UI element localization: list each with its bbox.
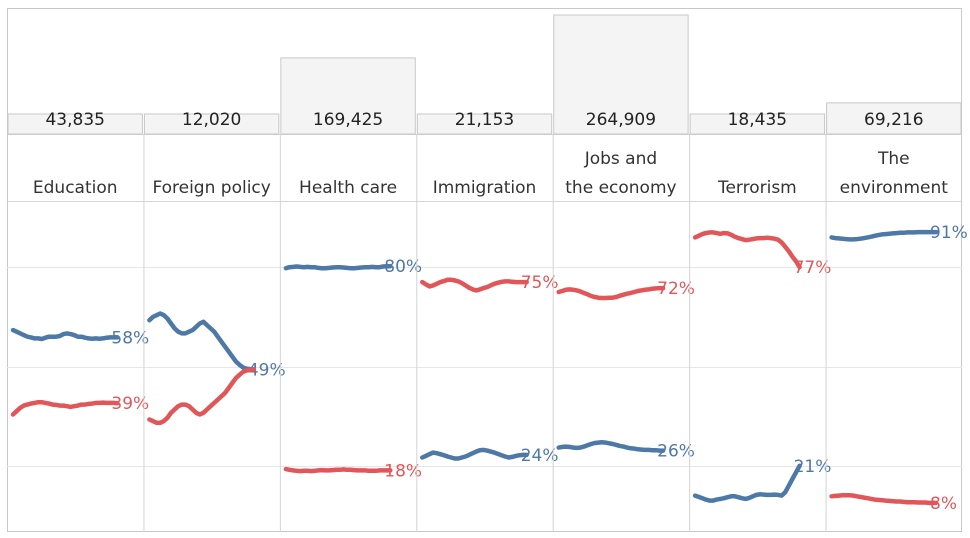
total-label-health-care: 169,425 — [313, 110, 383, 130]
end-label-health-care-blue: 80% — [384, 257, 422, 277]
total-label-immigration: 21,153 — [455, 110, 514, 130]
end-label-education-red: 39% — [111, 394, 149, 414]
total-bar-the-environment — [826, 102, 962, 135]
end-label-terrorism-red: 77% — [794, 258, 832, 278]
series-line-terrorism-red — [692, 230, 802, 270]
total-label-terrorism: 18,435 — [728, 110, 787, 130]
series-line-jobs-and-the-economy-red — [556, 285, 666, 301]
series-line-the-environment-red — [829, 493, 939, 506]
total-bar-terrorism — [689, 113, 826, 135]
series-line-foreign-policy-blue — [147, 311, 257, 372]
chart-frame — [7, 8, 962, 532]
category-label-jobs-and-the-economy: the economy — [565, 178, 676, 198]
category-label-the-environment: environment — [840, 178, 949, 198]
category-label-terrorism: Terrorism — [717, 178, 797, 198]
end-label-the-environment-blue: 91% — [930, 223, 968, 243]
end-label-jobs-and-the-economy-blue: 26% — [657, 442, 695, 462]
total-label-foreign-policy: 12,020 — [182, 110, 241, 130]
series-line-education-red — [10, 399, 120, 417]
category-label-foreign-policy: Foreign policy — [152, 178, 270, 198]
series-line-the-environment-blue — [829, 229, 939, 242]
total-bar-immigration — [416, 113, 553, 135]
category-label-education: Education — [33, 178, 118, 198]
end-label-immigration-red: 75% — [521, 273, 559, 293]
series-line-health-care-red — [283, 466, 393, 474]
category-label-immigration: Immigration — [433, 178, 537, 198]
total-bar-foreign-policy — [143, 113, 280, 135]
total-bar-health-care — [280, 57, 416, 135]
total-label-education: 43,835 — [45, 110, 104, 130]
series-line-health-care-blue — [283, 263, 393, 271]
category-label-jobs-and-the-economy: Jobs and — [584, 149, 657, 169]
series-line-immigration-red — [420, 277, 529, 293]
total-bar-education — [7, 113, 143, 135]
total-label-jobs-and-the-economy: 264,909 — [586, 110, 656, 130]
total-label-the-environment: 69,216 — [864, 110, 923, 130]
end-label-foreign-policy-blue: 49% — [248, 360, 286, 380]
series-line-foreign-policy-red — [147, 367, 257, 426]
series-line-immigration-blue — [420, 447, 529, 461]
total-bar-jobs-and-the-economy — [553, 14, 689, 135]
end-label-terrorism-blue: 21% — [794, 457, 832, 477]
category-label-the-environment: The — [877, 149, 910, 169]
end-label-the-environment-red: 8% — [930, 494, 957, 514]
end-label-education-blue: 58% — [111, 328, 149, 348]
series-line-jobs-and-the-economy-blue — [556, 440, 666, 453]
category-label-health-care: Health care — [299, 178, 397, 198]
series-line-education-blue — [10, 327, 120, 342]
series-line-terrorism-blue — [692, 463, 802, 503]
end-label-health-care-red: 18% — [384, 461, 422, 481]
end-label-immigration-blue: 24% — [521, 446, 559, 466]
end-label-jobs-and-the-economy-red: 72% — [657, 279, 695, 299]
